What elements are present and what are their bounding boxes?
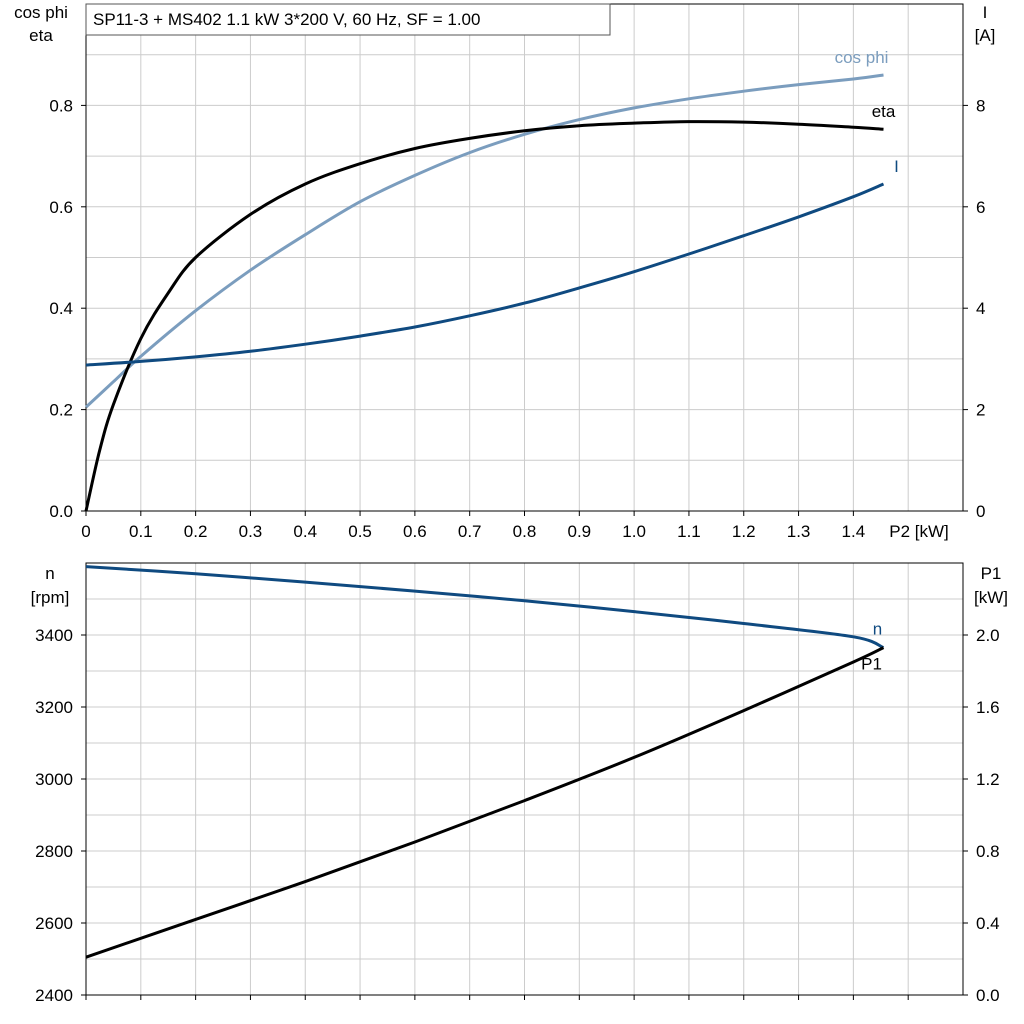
tick-labels: 0 0.1 0.2 0.3 0.4 0.5 0.6 0.7 0.8 0.9 1.0 1.1 1.2 1.3… [35, 96, 999, 1005]
bottom-right-y-tick-label: 0.0 [976, 986, 1000, 1005]
x-tick-label: 0.5 [348, 522, 372, 541]
bottom-left-axis-label-1: n [45, 564, 54, 583]
x-axis-label: P2 [kW] [889, 522, 949, 541]
x-tick-label: 0.6 [403, 522, 427, 541]
x-tick-label: 0.2 [184, 522, 208, 541]
top-left-axis-label-1: cos phi [14, 3, 68, 22]
p1-series-label: P1 [861, 655, 882, 674]
bottom-right-y-tick-label: 1.6 [976, 698, 1000, 717]
x-tick-label: 0.8 [513, 522, 537, 541]
eta-series-line [84, 120, 884, 512]
bottom-right-y-tick-label: 0.8 [976, 842, 1000, 861]
top-right-axis-label-2: [A] [975, 26, 996, 45]
top-right-y-tick-label: 6 [976, 198, 985, 217]
top-right-y-tick-label: 8 [976, 96, 985, 115]
bottom-right-axis-label-2: [kW] [974, 588, 1008, 607]
top-left-y-tick-label: 0.4 [49, 299, 73, 318]
x-tick-label: 1.4 [842, 522, 866, 541]
bottom-right-y-tick-label: 0.4 [976, 914, 1000, 933]
x-tick-label: 1.0 [622, 522, 646, 541]
eta-series-label: eta [872, 102, 896, 121]
i-series-label: I [894, 157, 899, 176]
bottom-right-y-tick-label: 2.0 [976, 626, 1000, 645]
x-tick-label: 1.3 [787, 522, 811, 541]
bottom-left-y-tick-label: 3000 [35, 770, 73, 789]
bottom-right-y-tick-label: 1.2 [976, 770, 1000, 789]
top-left-y-tick-label: 0.0 [49, 502, 73, 521]
top-right-y-tick-label: 2 [976, 401, 985, 420]
n-series-label: n [873, 620, 882, 639]
x-tick-label: 0 [81, 522, 90, 541]
bottom-left-y-tick-label: 3200 [35, 698, 73, 717]
top-chart-grid [86, 4, 963, 511]
top-right-y-tick-label: 0 [976, 502, 985, 521]
x-tick-label: 0.9 [567, 522, 591, 541]
series-labels: cos phi eta In P1 [835, 48, 899, 674]
title-box [85, 3, 611, 36]
top-left-y-tick-label: 0.6 [49, 198, 73, 217]
x-tick-label: 1.1 [677, 522, 701, 541]
top-left-y-tick-label: 0.8 [49, 96, 73, 115]
bottom-chart-grid [86, 563, 963, 995]
bottom-left-y-tick-label: 2800 [35, 842, 73, 861]
series-lines [84, 73, 885, 959]
bottom-left-y-tick-label: 2400 [35, 986, 73, 1005]
bottom-left-y-tick-label: 2600 [35, 914, 73, 933]
cos-phi-series-label: cos phi [835, 48, 889, 67]
bottom-left-axis-label-2: [rpm] [31, 588, 70, 607]
top-left-y-tick-label: 0.2 [49, 401, 73, 420]
x-tick-label: 0.4 [293, 522, 317, 541]
i-series-line [85, 182, 885, 367]
x-tick-label: 0.7 [458, 522, 482, 541]
n-series-line [85, 565, 885, 650]
p1-series-line [85, 646, 885, 959]
x-tick-label: 0.3 [239, 522, 263, 541]
x-tick-label: 0.1 [129, 522, 153, 541]
cos-phi-series-line [84, 73, 884, 409]
top-right-axis-label-1: I [983, 3, 988, 22]
chart-title: SP11-3 + MS402 1.1 kW 3*200 V, 60 Hz, SF… [93, 10, 480, 29]
top-right-y-tick-label: 4 [976, 299, 985, 318]
x-tick-label: 1.2 [732, 522, 756, 541]
top-left-axis-label-2: eta [29, 26, 53, 45]
bottom-right-axis-label-1: P1 [981, 564, 1002, 583]
bottom-left-y-tick-label: 3400 [35, 626, 73, 645]
